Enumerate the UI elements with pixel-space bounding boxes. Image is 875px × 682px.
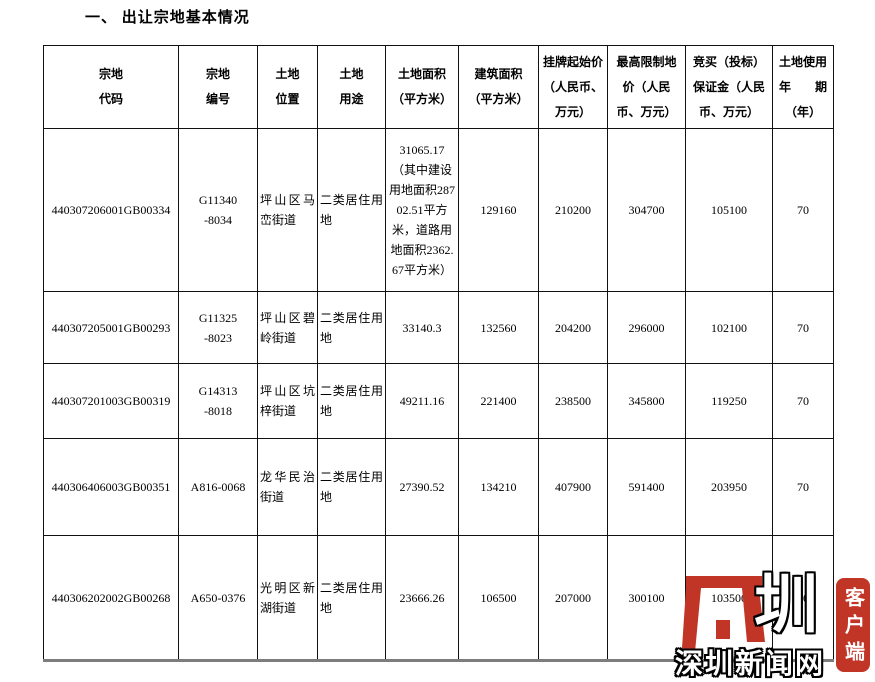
table-row: 440307206001GB00334 G11340 -8034 坪山区马峦街道 二类… (43, 128, 834, 292)
cell-tenure: 70 (772, 535, 834, 661)
cell-parcel_code: 440307205001GB00293 (43, 291, 179, 364)
cell-location: 龙华民治街道 (257, 438, 318, 536)
cell-land_use: 二类居住用地 (317, 363, 386, 439)
cell-land_use: 二类居住用地 (317, 291, 386, 364)
col-header-max-price: 最高限制地 价（人民 币、万元） (607, 45, 686, 129)
table-body: 440307206001GB00334 G11340 -8034 坪山区马峦街道 二类… (43, 128, 834, 661)
shenzhen-news-logo-icon (682, 576, 765, 652)
cell-land_area: 31065.17（其中建设用地面积28702.51平方米，道路用地面积2362.… (385, 128, 459, 292)
cell-parcel_code: 440306406003GB00351 (43, 438, 179, 536)
cell-deposit: 102100 (685, 291, 773, 364)
cell-tenure: 70 (772, 363, 834, 439)
col-header-deposit: 竞买（投标） 保证金（人民 币、万元） (685, 45, 773, 129)
cell-starting_price: 407900 (538, 438, 608, 536)
cell-land_area: 23666.26 (385, 535, 459, 661)
shenzhen-news-watermark: 圳 深圳新闻网 客户端 (675, 560, 875, 679)
cell-land_area: 33140.3 (385, 291, 459, 364)
cell-parcel_no: G14313 -8018 (178, 363, 258, 439)
land-parcel-table: 宗地 代码 宗地 编号 土地 位置 土地 用途 土地面积 （平方米） 建筑面积 … (43, 45, 834, 662)
cell-parcel_no: G11325 -8023 (178, 291, 258, 364)
cell-max_price: 304700 (607, 128, 686, 292)
cell-land_use: 二类居住用地 (317, 128, 386, 292)
cell-tenure: 70 (772, 291, 834, 364)
cell-building_area: 134210 (458, 438, 539, 536)
cell-building_area: 132560 (458, 291, 539, 364)
cell-starting_price: 204200 (538, 291, 608, 364)
cell-building_area: 221400 (458, 363, 539, 439)
cell-location: 光明区新湖街道 (257, 535, 318, 661)
cell-max_price: 591400 (607, 438, 686, 536)
col-header-building-area: 建筑面积 （平方米） (458, 45, 539, 129)
col-header-parcel-code: 宗地 代码 (43, 45, 179, 129)
cell-parcel_no: G11340 -8034 (178, 128, 258, 292)
table-row: 440306202002GB00268 A650-0376 光明区新湖街道 二类居住用… (43, 535, 834, 661)
cell-starting_price: 207000 (538, 535, 608, 661)
cell-tenure: 70 (772, 438, 834, 536)
table-row: 440306406003GB00351 A816-0068 龙华民治街道 二类居住用地… (43, 438, 834, 536)
page-title: 一、 出让宗地基本情况 (85, 10, 250, 26)
cell-building_area: 129160 (458, 128, 539, 292)
cell-land_use: 二类居住用地 (317, 535, 386, 661)
zhen-outline-glyph: 圳 (754, 569, 818, 641)
cell-location: 坪山区坑梓街道 (257, 363, 318, 439)
cell-parcel_no: A816-0068 (178, 438, 258, 536)
col-header-land-use: 土地 用途 (317, 45, 386, 129)
cell-parcel_code: 440307206001GB00334 (43, 128, 179, 292)
cell-land_area: 27390.52 (385, 438, 459, 536)
cell-deposit: 203950 (685, 438, 773, 536)
col-header-tenure: 土地使用 年 期 （年） (772, 45, 834, 129)
cell-starting_price: 238500 (538, 363, 608, 439)
col-header-parcel-no: 宗地 编号 (178, 45, 258, 129)
col-header-location: 土地 位置 (257, 45, 318, 129)
cell-deposit: 105100 (685, 128, 773, 292)
header-row: 宗地 代码 宗地 编号 土地 位置 土地 用途 土地面积 （平方米） 建筑面积 … (43, 45, 834, 129)
table-row: 440307205001GB00293 G11325 -8023 坪山区碧岭街道 二类… (43, 291, 834, 364)
col-header-starting-price: 挂牌起始价 （人民币、 万元） (538, 45, 608, 129)
cell-parcel_code: 440306202002GB00268 (43, 535, 179, 661)
col-header-land-area: 土地面积 （平方米） (385, 45, 459, 129)
site-name-text: 深圳新闻网 (675, 648, 826, 679)
table-row: 440307201003GB00319 G14313 -8018 坪山区坑梓街道 二类… (43, 363, 834, 439)
cell-max_price: 345800 (607, 363, 686, 439)
cell-building_area: 106500 (458, 535, 539, 661)
cell-land_area: 49211.16 (385, 363, 459, 439)
cell-max_price: 296000 (607, 291, 686, 364)
cell-tenure: 70 (772, 128, 834, 292)
cell-max_price: 300100 (607, 535, 686, 661)
cell-parcel_code: 440307201003GB00319 (43, 363, 179, 439)
cell-location: 坪山区马峦街道 (257, 128, 318, 292)
cell-location: 坪山区碧岭街道 (257, 291, 318, 364)
client-badge: 客户端 (836, 578, 870, 672)
cell-deposit: 119250 (685, 363, 773, 439)
cell-starting_price: 210200 (538, 128, 608, 292)
cell-land_use: 二类居住用地 (317, 438, 386, 536)
cell-parcel_no: A650-0376 (178, 535, 258, 661)
